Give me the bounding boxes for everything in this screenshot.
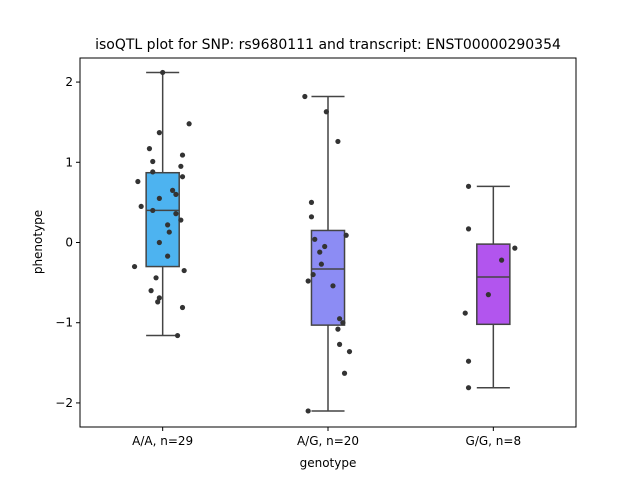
data-point: [343, 232, 349, 238]
data-point: [156, 239, 162, 246]
data-point: [465, 183, 472, 189]
data-point: [146, 146, 153, 152]
data-point: [156, 295, 162, 301]
data-point: [186, 121, 192, 127]
data-point: [179, 304, 186, 311]
data-point: [335, 326, 341, 332]
data-point: [323, 109, 329, 115]
y-tick-label: 0: [65, 236, 73, 250]
y-tick-label: −1: [55, 316, 73, 330]
x-tick-label: A/A, n=29: [132, 434, 193, 448]
box-iqr: [145, 171, 180, 268]
data-point: [174, 332, 181, 339]
box-iqr: [476, 243, 511, 326]
data-point: [465, 358, 472, 364]
box-group: [476, 185, 511, 389]
data-point: [160, 69, 166, 76]
data-point: [308, 214, 315, 220]
x-axis-title: genotype: [300, 456, 357, 470]
data-point: [150, 158, 156, 165]
data-point: [317, 249, 323, 255]
data-point: [310, 271, 316, 278]
x-tick-label: A/G, n=20: [297, 434, 359, 448]
data-point: [166, 229, 172, 235]
data-point: [169, 187, 176, 193]
data-point: [485, 292, 491, 298]
plot-area: −2 −1 0 1 2 A/A, n=29 A/G, n=20 G/G, n=8: [55, 57, 577, 448]
data-point: [465, 226, 472, 232]
chart-title: isoQTL plot for SNP: rs9680111 and trans…: [95, 37, 561, 53]
data-point: [322, 243, 328, 250]
data-point: [153, 275, 159, 281]
data-point: [336, 316, 343, 322]
data-point: [178, 217, 184, 223]
data-point: [305, 408, 311, 414]
y-tick-label: 1: [65, 155, 73, 169]
data-point: [173, 211, 179, 217]
data-point: [165, 222, 171, 228]
data-point: [178, 163, 184, 169]
data-point: [462, 310, 468, 316]
data-point: [173, 191, 179, 197]
data-point: [181, 267, 187, 274]
data-point: [138, 203, 144, 210]
y-tick-label: −2: [55, 396, 73, 410]
data-point: [156, 195, 162, 201]
data-point: [512, 245, 518, 251]
data-point: [340, 320, 346, 326]
data-point: [318, 261, 324, 267]
data-point: [150, 169, 156, 175]
data-point: [156, 130, 162, 136]
box-iqr: [310, 229, 346, 326]
data-point: [499, 257, 505, 263]
data-point: [179, 174, 186, 180]
data-point: [305, 278, 311, 284]
x-tick-label: G/G, n=8: [466, 434, 522, 448]
data-point: [465, 385, 472, 391]
data-point: [135, 178, 141, 185]
data-point: [150, 207, 156, 214]
box-group: [310, 95, 346, 412]
data-point: [341, 370, 348, 376]
data-point: [335, 138, 341, 145]
data-point: [179, 152, 186, 158]
data-point: [330, 283, 336, 289]
data-point: [302, 93, 308, 100]
box-group: [145, 71, 180, 337]
data-point: [155, 299, 161, 305]
y-tick-label: 2: [65, 75, 73, 89]
y-axis-title: phenotype: [31, 210, 45, 274]
data-point: [308, 199, 315, 205]
data-point: [148, 288, 154, 294]
data-point: [336, 341, 343, 347]
data-point: [312, 236, 318, 242]
data-point: [346, 348, 353, 355]
data-point: [165, 253, 171, 259]
data-point: [131, 263, 138, 270]
